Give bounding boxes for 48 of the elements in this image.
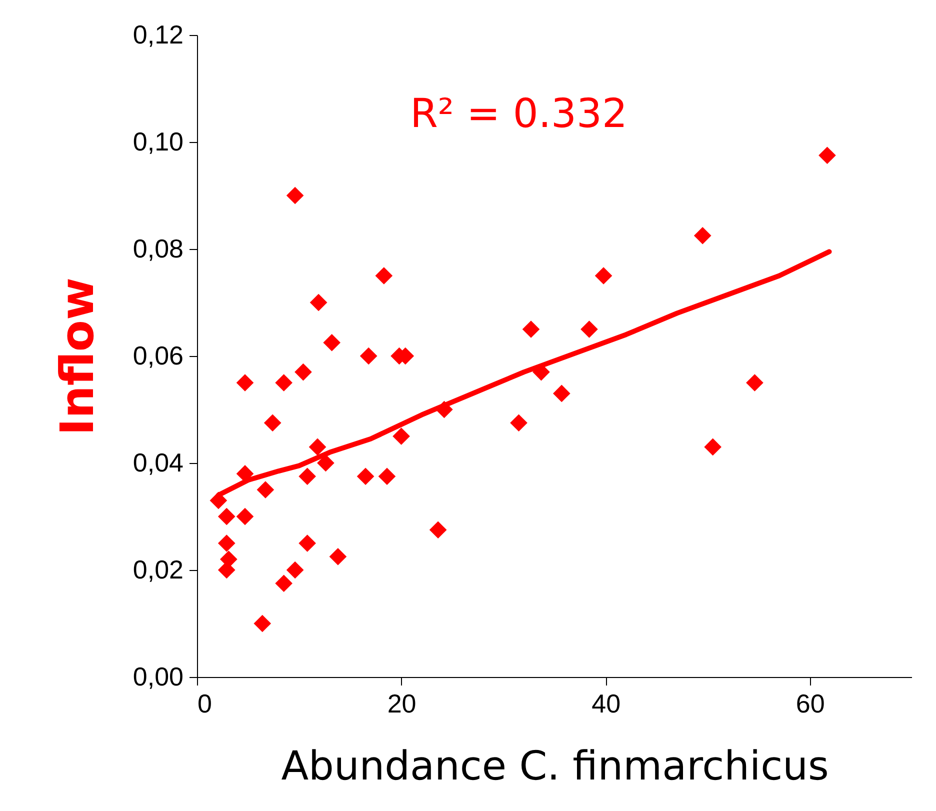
y-tick-label: 0,04: [132, 448, 184, 478]
point: [256, 481, 274, 498]
point: [375, 267, 393, 284]
point: [264, 414, 282, 432]
point: [378, 468, 396, 486]
point: [329, 548, 347, 566]
x-axis-title: Abundance C. finmarchicus: [281, 744, 829, 790]
point: [429, 521, 447, 539]
point: [580, 320, 598, 338]
point: [218, 508, 236, 526]
y-tick-label: 0,10: [132, 126, 184, 156]
point: [236, 374, 254, 392]
point: [746, 374, 764, 392]
point: [594, 267, 612, 284]
point: [552, 384, 570, 402]
point: [360, 347, 378, 365]
point: [317, 454, 334, 472]
y-tick-label: 0,08: [132, 234, 184, 264]
point: [236, 508, 254, 526]
point: [308, 438, 326, 456]
x-tick-label: 60: [796, 688, 825, 718]
point: [294, 363, 312, 381]
point: [704, 438, 722, 456]
y-tick-label: 0,02: [132, 554, 184, 584]
point: [298, 534, 316, 552]
y-tick-label: 0,06: [132, 340, 184, 370]
x-tick-label: 40: [592, 688, 621, 718]
x-tick-label: 0: [198, 688, 212, 718]
annotation: R² = 0.332: [410, 91, 628, 137]
point: [218, 534, 236, 552]
point: [254, 614, 272, 632]
point: [275, 374, 292, 392]
point: [286, 561, 304, 579]
y-axis-title: Inflow: [50, 277, 104, 436]
point: [818, 146, 836, 164]
point: [298, 468, 316, 486]
point: [310, 294, 328, 312]
y-tick-label: 0,12: [132, 20, 184, 50]
point: [522, 320, 540, 338]
x-tick-label: 20: [387, 688, 416, 718]
point: [356, 468, 374, 486]
point: [286, 186, 304, 204]
point: [392, 428, 410, 445]
point: [694, 226, 712, 244]
point: [275, 574, 292, 592]
point: [510, 414, 528, 432]
y-tick-label: 0,00: [132, 662, 184, 692]
point: [323, 334, 340, 352]
